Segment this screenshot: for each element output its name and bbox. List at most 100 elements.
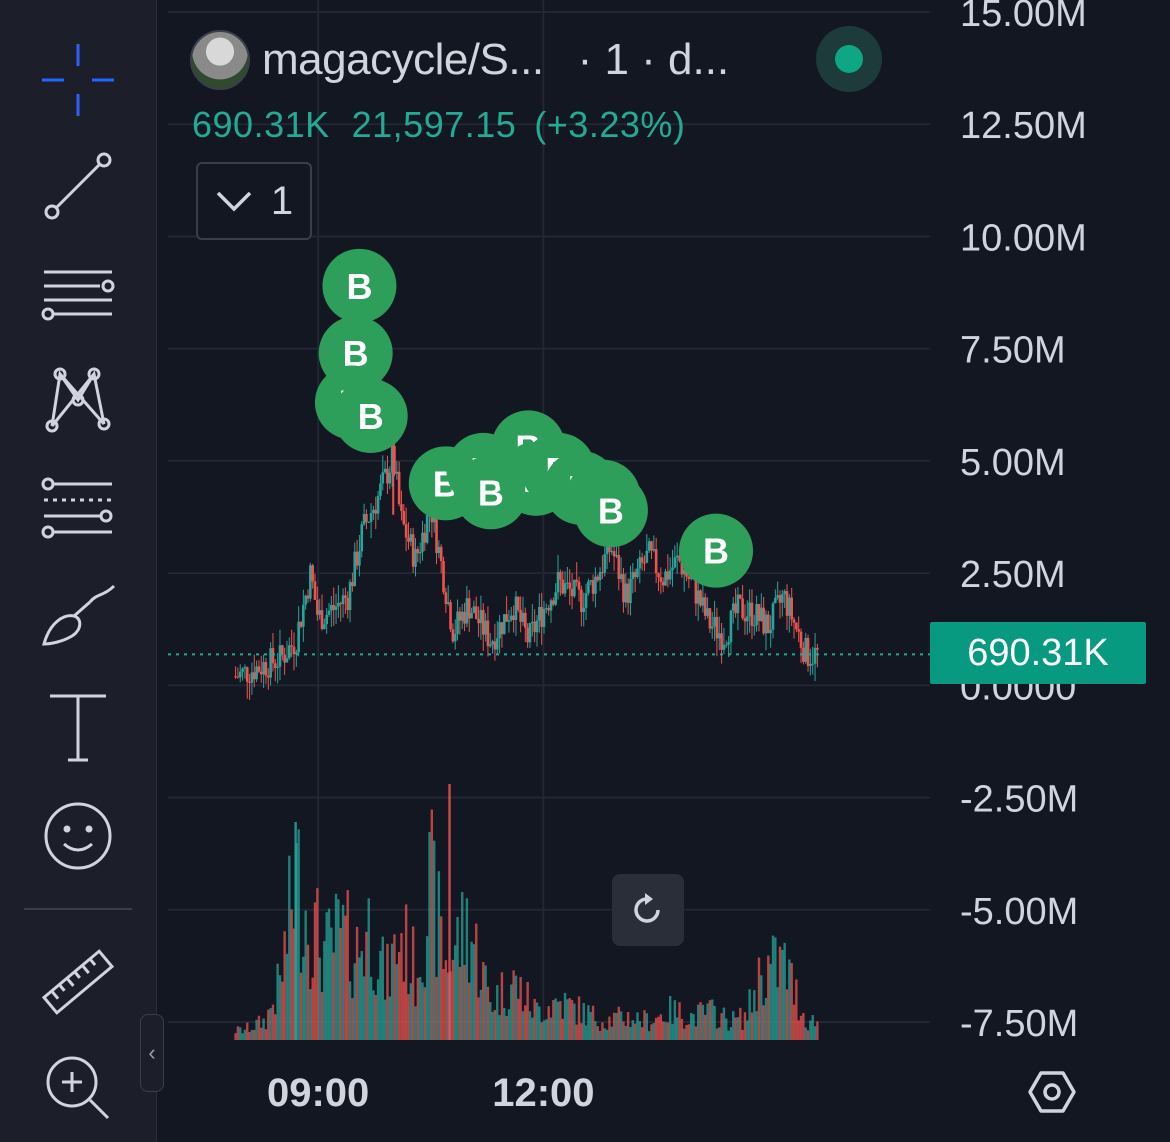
- candle-body: [341, 595, 345, 605]
- candle-body: [323, 624, 326, 629]
- candle-body: [309, 565, 312, 599]
- candle-body: [491, 641, 494, 645]
- candle-body: [421, 532, 424, 552]
- reset-chart-button[interactable]: [612, 874, 684, 946]
- candle-body: [661, 581, 665, 586]
- volume-bar: [353, 963, 356, 1040]
- candle-body: [678, 555, 681, 561]
- candle-body: [760, 607, 763, 621]
- buy-marker[interactable]: B: [333, 379, 408, 453]
- buy-marker[interactable]: B: [679, 513, 754, 588]
- chart-legend[interactable]: magacycle/S... · 1 · d...: [190, 30, 729, 90]
- candle-body: [722, 645, 726, 650]
- candle-body: [671, 567, 674, 571]
- candle-body: [715, 616, 719, 639]
- volume-bar: [762, 1005, 765, 1040]
- volume-bar: [633, 1023, 637, 1040]
- y-tick-label: 10.00M: [960, 217, 1087, 259]
- volume-bar: [549, 1017, 553, 1040]
- volume-bar: [524, 1005, 527, 1040]
- volume-bar: [783, 942, 786, 1040]
- candle-body: [472, 606, 476, 613]
- volume-bar: [323, 941, 326, 1040]
- buy-marker-label: B: [598, 490, 624, 531]
- volume-bar: [690, 1012, 693, 1040]
- candle-body: [299, 621, 303, 627]
- volume-bar: [704, 1014, 707, 1040]
- candle-body: [283, 654, 286, 663]
- fib-retracement-icon: [41, 477, 113, 539]
- candle-body: [748, 602, 751, 617]
- volume-bar: [664, 1022, 667, 1040]
- zoom-in-tool[interactable]: [30, 1040, 126, 1136]
- horizontal-lines-tool[interactable]: [30, 246, 126, 342]
- candle-body: [435, 513, 438, 554]
- volume-bar: [311, 977, 314, 1040]
- price-axis[interactable]: 15.00M12.50M10.00M7.50M5.00M2.50M0.0000-…: [960, 0, 1087, 1045]
- volume-bar: [320, 991, 324, 1040]
- volume-bar: [528, 1011, 532, 1040]
- candle-body: [383, 468, 387, 473]
- volume-bar: [718, 1027, 721, 1040]
- volume-bar: [297, 829, 300, 1040]
- pattern-tool[interactable]: [30, 352, 126, 448]
- volume-bar: [271, 1004, 275, 1040]
- buy-markers[interactable]: BBBBBBBBBBBBBB: [314, 248, 754, 588]
- zoom-in-icon: [46, 1056, 110, 1120]
- candle-body: [369, 513, 373, 522]
- volume-bar: [577, 996, 581, 1040]
- chevron-left-icon: ‹: [148, 1040, 156, 1065]
- volume-bar: [456, 916, 459, 1040]
- volume-bar: [715, 1028, 719, 1040]
- candle-body: [802, 647, 805, 662]
- candle-body: [781, 594, 784, 603]
- brush-tool[interactable]: [30, 566, 126, 662]
- candle-body: [276, 666, 279, 668]
- volume-bar: [414, 1006, 417, 1040]
- volume-bar: [582, 1003, 585, 1040]
- buy-marker[interactable]: B: [573, 473, 648, 548]
- candle-body: [348, 582, 352, 611]
- volume-bar: [580, 1023, 583, 1040]
- volume-bar: [774, 937, 777, 1040]
- volume-bar: [584, 1025, 588, 1040]
- candle-body: [444, 592, 448, 605]
- candle-body: [680, 560, 684, 575]
- market-status[interactable]: [816, 26, 882, 92]
- symbol-name[interactable]: magacycle/S...: [262, 35, 544, 84]
- trend-line-tool[interactable]: [30, 138, 126, 234]
- candle-body: [729, 610, 733, 643]
- interval-label[interactable]: · 1 · d...: [577, 35, 730, 84]
- volume-bar: [491, 1011, 494, 1040]
- candle-body: [545, 608, 548, 610]
- volume-bar: [313, 902, 317, 1040]
- volume-bar: [526, 982, 529, 1040]
- candle-body: [390, 446, 394, 473]
- volume-bar: [306, 944, 310, 1040]
- toolbar-collapse-handle[interactable]: ‹: [140, 1014, 164, 1092]
- chart-settings-button[interactable]: [1020, 1060, 1084, 1124]
- candle-body: [755, 604, 758, 626]
- text-tool[interactable]: [30, 678, 126, 774]
- candle-body: [694, 576, 698, 604]
- time-axis[interactable]: 09:00 12:00: [267, 1071, 595, 1115]
- volume-bar: [316, 888, 319, 1040]
- volume-bar: [269, 1008, 272, 1040]
- buy-marker[interactable]: B: [322, 248, 397, 323]
- indicators-collapse-button[interactable]: 1: [196, 162, 312, 240]
- crosshair-tool[interactable]: [30, 32, 126, 128]
- ruler-tool[interactable]: [30, 934, 126, 1030]
- volume-bar: [547, 1006, 550, 1040]
- emoji-tool[interactable]: [30, 788, 126, 884]
- candle-body: [750, 602, 754, 626]
- candle-body: [295, 652, 298, 655]
- change-value: (+3.23%): [534, 104, 686, 145]
- fib-retracement-tool[interactable]: [30, 460, 126, 556]
- candle-body: [689, 577, 693, 579]
- volume-bar: [493, 1009, 497, 1040]
- candle-body: [393, 446, 396, 474]
- candle-body: [238, 671, 242, 678]
- candle-body: [386, 468, 389, 484]
- volume-bar: [795, 979, 798, 1040]
